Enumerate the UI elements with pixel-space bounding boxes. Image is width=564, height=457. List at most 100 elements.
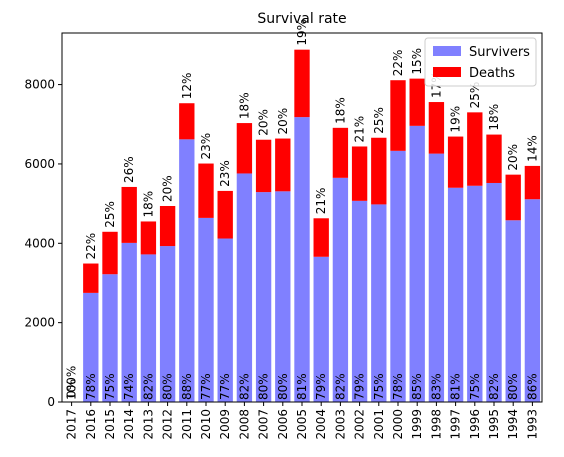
death-rate-label: 14%	[525, 135, 539, 162]
x-tick-label: 2007	[257, 409, 271, 440]
x-tick-label: 2014	[122, 409, 136, 440]
death-rate-label: 18%	[333, 97, 347, 124]
x-tick-label: 2006	[276, 409, 290, 440]
deaths-bar	[371, 137, 387, 205]
survival-rate-label: 77%	[199, 373, 213, 400]
survival-rate-label: 75%	[372, 373, 386, 400]
survival-rate-label: 74%	[122, 373, 136, 400]
survival-rate-label: 75%	[468, 373, 482, 400]
survival-rate-label: 81%	[449, 373, 463, 400]
survival-rate-label: 82%	[141, 373, 155, 400]
death-rate-label: 12%	[180, 73, 194, 100]
deaths-bar	[467, 112, 483, 186]
x-tick-label: 1999	[410, 409, 424, 440]
deaths-bar	[121, 186, 137, 243]
survivers-bar	[121, 242, 137, 402]
survival-rate-label: 77%	[218, 373, 232, 400]
y-tick-label: 2000	[24, 316, 55, 330]
survival-rate-label: 85%	[410, 373, 424, 400]
death-rate-label: 20%	[276, 108, 290, 135]
deaths-bar	[409, 78, 425, 126]
survivers-bar	[428, 153, 445, 402]
x-tick-label: 2005	[295, 409, 309, 440]
survivers-bar	[409, 125, 425, 403]
x-tick-label: 1996	[468, 409, 482, 440]
deaths-bar	[217, 190, 233, 239]
chart-title: Survival rate	[257, 11, 346, 27]
survival-rate-label: 83%	[429, 373, 443, 400]
death-rate-label: 25%	[103, 201, 117, 228]
deaths-bar	[447, 136, 464, 188]
survival-rate-label: 79%	[314, 373, 328, 400]
deaths-bar	[255, 139, 272, 193]
survival-rate-label: 81%	[295, 373, 309, 400]
death-rate-label: 20%	[257, 109, 271, 136]
deaths-bar	[179, 103, 195, 140]
survival-rate-label: 82%	[237, 373, 251, 400]
death-rate-label: 19%	[295, 19, 309, 46]
survivers-bar	[140, 254, 157, 402]
deaths-bar	[140, 221, 157, 255]
deaths-bar	[332, 127, 349, 178]
death-rate-label: 25%	[468, 82, 482, 109]
x-tick-label: 2001	[372, 409, 386, 440]
survival-rate-label: 100%	[65, 366, 79, 400]
survivers-bar	[217, 238, 233, 402]
x-tick-label: 2008	[237, 409, 251, 440]
deaths-bar	[159, 205, 176, 247]
x-tick-label: 2002	[353, 409, 367, 440]
legend-swatch	[433, 46, 461, 56]
deaths-bar	[505, 174, 521, 221]
survivers-bar	[236, 173, 253, 402]
death-rate-label: 18%	[141, 191, 155, 218]
y-axis: 0 2000 4000 6000 8000	[24, 78, 62, 409]
survival-rate-label: 80%	[276, 373, 290, 400]
deaths-bar	[390, 80, 406, 151]
deaths-bar	[486, 134, 502, 183]
survivers-bar	[505, 220, 521, 402]
x-tick-label: 2017	[65, 409, 79, 440]
x-tick-label: 1994	[506, 409, 520, 440]
survivers-bar	[486, 182, 502, 402]
bar-layer	[83, 49, 541, 403]
survivers-bar	[351, 200, 368, 402]
death-rate-label: 25%	[372, 107, 386, 134]
survival-rate-label: 82%	[333, 373, 347, 400]
death-rate-label: 22%	[84, 233, 98, 260]
y-tick-label: 6000	[24, 157, 55, 171]
death-rate-label: 23%	[199, 133, 213, 160]
deaths-bar	[294, 49, 310, 118]
legend-label: Survivers	[469, 45, 530, 60]
survivers-bar	[179, 139, 195, 402]
y-tick-label: 8000	[24, 78, 55, 92]
survival-rate-label: 78%	[391, 373, 405, 400]
survival-rate-label: 75%	[103, 373, 117, 400]
survival-rate-label: 79%	[353, 373, 367, 400]
death-rate-label: 20%	[506, 144, 520, 171]
x-tick-label: 1993	[525, 409, 539, 440]
survivers-bar	[255, 192, 272, 402]
survival-rate-label: 80%	[257, 373, 271, 400]
legend-swatch	[433, 67, 461, 77]
death-rate-label: 23%	[218, 160, 232, 187]
deaths-bar	[524, 165, 541, 200]
x-tick-label: 2009	[218, 409, 232, 440]
death-rate-label: 22%	[391, 50, 405, 77]
survivers-bar	[83, 292, 99, 402]
survivers-bar	[313, 256, 329, 402]
survival-rate-label: 86%	[525, 373, 539, 400]
x-tick-label: 2016	[84, 409, 98, 440]
y-tick-label: 4000	[24, 236, 55, 250]
x-tick-label: 2000	[391, 409, 405, 440]
x-tick-label: 2012	[161, 409, 175, 440]
x-axis: 2017 2016 2015 2014 2013 2012 2011 2010 2009 2008…	[65, 402, 539, 440]
death-rate-label: 20%	[161, 175, 175, 202]
death-rate-label: 18%	[237, 92, 251, 119]
deaths-bar	[351, 146, 368, 201]
x-tick-label: 2013	[141, 409, 155, 440]
deaths-bar	[428, 102, 445, 154]
death-rate-label: 26%	[122, 156, 136, 183]
survival-rate-label: 80%	[161, 373, 175, 400]
survivers-bar	[275, 191, 291, 402]
